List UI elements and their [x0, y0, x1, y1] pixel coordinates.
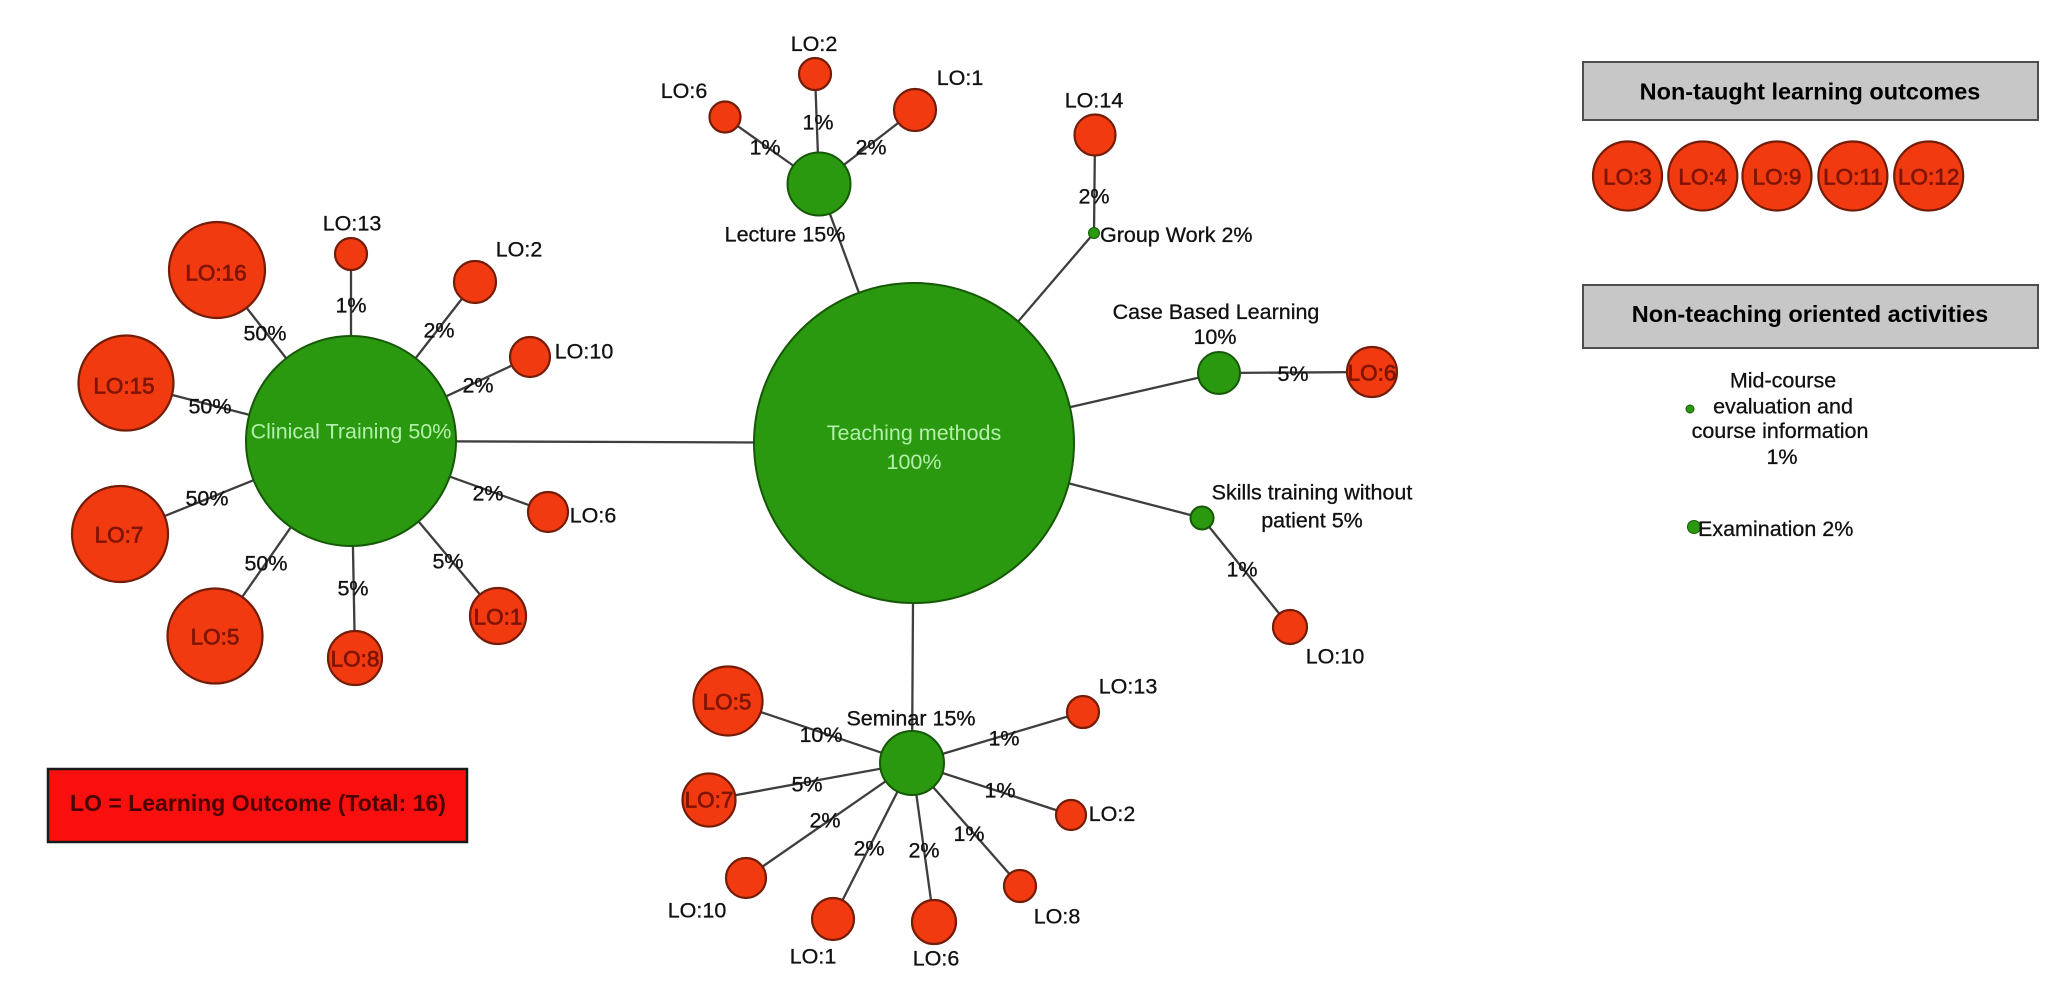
svg-text:evaluation and: evaluation and	[1713, 395, 1853, 419]
svg-text:Teaching methods: Teaching methods	[827, 421, 1002, 445]
svg-text:LO:7: LO:7	[685, 788, 734, 813]
svg-text:Seminar 15%: Seminar 15%	[846, 707, 975, 731]
svg-text:2%: 2%	[472, 482, 503, 506]
svg-text:1%: 1%	[953, 822, 984, 846]
svg-text:patient 5%: patient 5%	[1261, 509, 1363, 533]
svg-text:Mid-course: Mid-course	[1730, 369, 1836, 393]
svg-text:2%: 2%	[908, 839, 939, 863]
svg-text:LO:3: LO:3	[1603, 165, 1652, 190]
svg-text:50%: 50%	[188, 395, 231, 419]
svg-text:LO:5: LO:5	[703, 690, 752, 715]
svg-text:2%: 2%	[1078, 185, 1109, 209]
svg-text:LO:13: LO:13	[1099, 675, 1158, 699]
svg-text:LO:6: LO:6	[913, 947, 960, 971]
svg-text:LO:4: LO:4	[1678, 165, 1727, 190]
svg-text:10%: 10%	[1193, 325, 1236, 349]
svg-text:Non-teaching oriented activiti: Non-teaching oriented activities	[1632, 301, 1988, 327]
svg-text:5%: 5%	[791, 773, 822, 797]
svg-text:LO:2: LO:2	[1089, 802, 1136, 826]
svg-text:LO:9: LO:9	[1753, 165, 1802, 190]
svg-text:LO:5: LO:5	[191, 625, 240, 650]
svg-text:LO:12: LO:12	[1898, 165, 1959, 190]
svg-text:LO:13: LO:13	[323, 212, 382, 236]
svg-text:100%: 100%	[887, 450, 942, 474]
svg-text:1%: 1%	[988, 727, 1019, 751]
svg-text:LO:14: LO:14	[1065, 89, 1124, 113]
svg-text:LO:2: LO:2	[791, 32, 838, 56]
svg-text:5%: 5%	[1277, 362, 1308, 386]
svg-text:course information: course information	[1692, 419, 1869, 443]
svg-text:10%: 10%	[799, 723, 842, 747]
svg-text:Case Based Learning: Case Based Learning	[1113, 300, 1320, 324]
svg-text:50%: 50%	[243, 322, 286, 346]
svg-text:LO:10: LO:10	[555, 340, 614, 364]
svg-text:LO:1: LO:1	[937, 66, 984, 90]
svg-text:Lecture 15%: Lecture 15%	[725, 223, 846, 247]
svg-text:LO:7: LO:7	[95, 523, 144, 548]
svg-text:1%: 1%	[749, 136, 780, 160]
svg-text:1%: 1%	[984, 779, 1015, 803]
svg-text:LO:1: LO:1	[790, 945, 837, 969]
svg-text:LO:8: LO:8	[331, 647, 380, 672]
svg-text:LO:6: LO:6	[570, 504, 617, 528]
svg-text:LO = Learning Outcome (Total:: LO = Learning Outcome (Total: 16)	[70, 790, 446, 816]
svg-text:1%: 1%	[1766, 445, 1797, 469]
svg-text:LO:6: LO:6	[1348, 361, 1397, 386]
svg-text:Examination 2%: Examination 2%	[1698, 517, 1853, 541]
svg-text:Non-taught learning outcomes: Non-taught learning outcomes	[1640, 79, 1981, 105]
svg-text:Skills training without: Skills training without	[1212, 481, 1413, 505]
svg-text:LO:16: LO:16	[185, 261, 246, 286]
svg-text:LO:10: LO:10	[1306, 645, 1365, 669]
svg-text:50%: 50%	[244, 552, 287, 576]
svg-text:LO:2: LO:2	[496, 238, 543, 262]
svg-text:2%: 2%	[853, 837, 884, 861]
svg-text:2%: 2%	[423, 319, 454, 343]
svg-text:LO:11: LO:11	[1823, 165, 1883, 190]
svg-text:Clinical Training 50%: Clinical Training 50%	[251, 420, 452, 444]
svg-text:2%: 2%	[855, 136, 886, 160]
svg-text:1%: 1%	[1226, 558, 1257, 582]
svg-text:5%: 5%	[337, 577, 368, 601]
svg-text:2%: 2%	[462, 374, 493, 398]
svg-text:2%: 2%	[809, 809, 840, 833]
svg-text:1%: 1%	[802, 111, 833, 135]
svg-text:LO:10: LO:10	[668, 899, 727, 923]
svg-text:1%: 1%	[335, 294, 366, 318]
svg-text:50%: 50%	[185, 487, 228, 511]
svg-text:LO:8: LO:8	[1034, 905, 1081, 929]
svg-text:LO:1: LO:1	[474, 605, 523, 630]
svg-text:Group Work 2%: Group Work 2%	[1100, 223, 1253, 247]
svg-text:5%: 5%	[432, 550, 463, 574]
svg-text:LO:15: LO:15	[93, 374, 154, 399]
svg-text:LO:6: LO:6	[661, 79, 708, 103]
